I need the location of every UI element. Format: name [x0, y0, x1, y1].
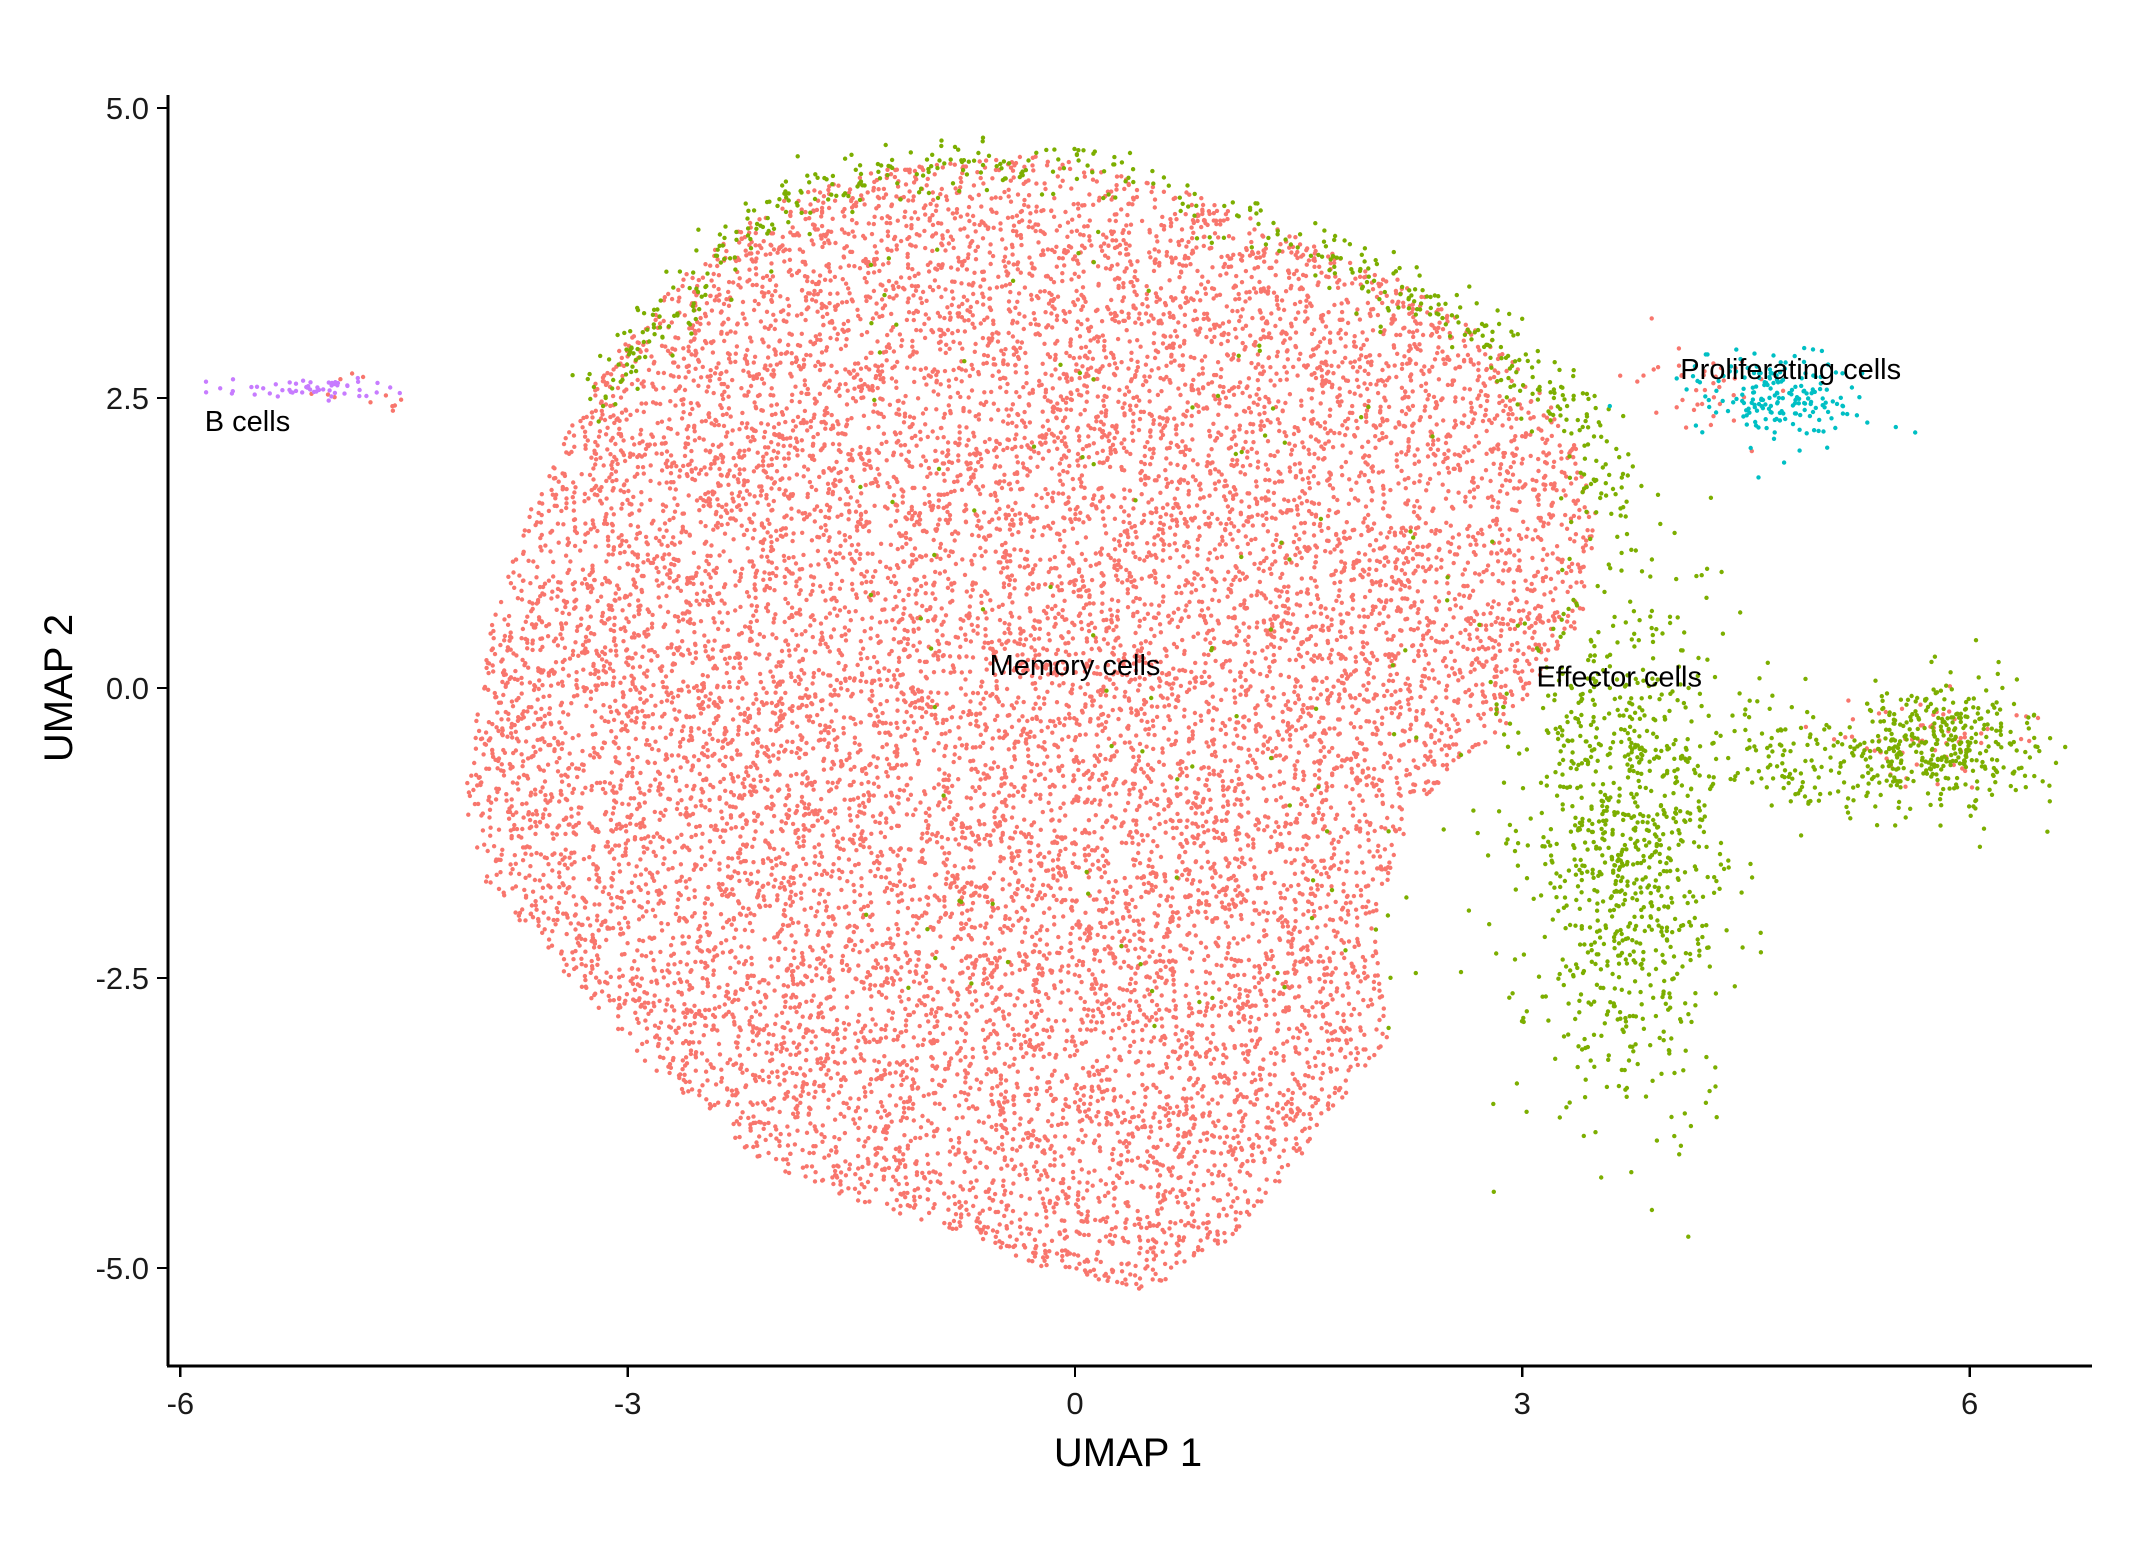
points-layer: [203, 135, 2068, 1291]
scatter-points: [203, 375, 402, 403]
y-tick-label: 2.5: [106, 381, 149, 416]
y-tick-label: 0.0: [106, 671, 149, 706]
scatter-points: [570, 135, 2068, 1239]
x-tick-label: 0: [1066, 1386, 1083, 1421]
cluster-labels: Memory cells Effector cells Proliferating …: [205, 354, 1901, 693]
y-tick-label: -2.5: [96, 961, 149, 996]
cluster-label-memory-cells: Memory cells: [990, 650, 1161, 682]
series-b-cells: [203, 375, 402, 403]
x-tick-label: 3: [1514, 1386, 1531, 1421]
x-tick-label: -3: [614, 1386, 642, 1421]
y-tick-label: 5.0: [106, 91, 149, 126]
scatter-points: [309, 154, 2041, 1291]
series-memory-cells: [309, 154, 2041, 1291]
series-effector-cells: [570, 135, 2068, 1239]
cluster-label-effector-cells: Effector cells: [1536, 661, 1701, 693]
x-tick-label: 6: [1961, 1386, 1978, 1421]
y-axis-title: UMAP 2: [37, 614, 81, 762]
y-ticks: 5.0 2.5 0.0 -2.5 -5.0: [96, 91, 168, 1286]
axes: -6 -3 0 3 6 5.0 2.5 0.0 -2.5 -5.0: [96, 91, 2092, 1421]
scatter-points: [1607, 345, 1918, 480]
y-tick-label: -5.0: [96, 1251, 149, 1286]
x-tick-label: -6: [167, 1386, 195, 1421]
cluster-label-b-cells: B cells: [205, 406, 290, 438]
x-ticks: -6 -3 0 3 6: [167, 1366, 1978, 1421]
x-axis-title: UMAP 1: [1054, 1431, 1202, 1475]
series-proliferating-cells: [1607, 345, 1918, 480]
cluster-label-proliferating-cells: Proliferating cells: [1680, 354, 1901, 386]
